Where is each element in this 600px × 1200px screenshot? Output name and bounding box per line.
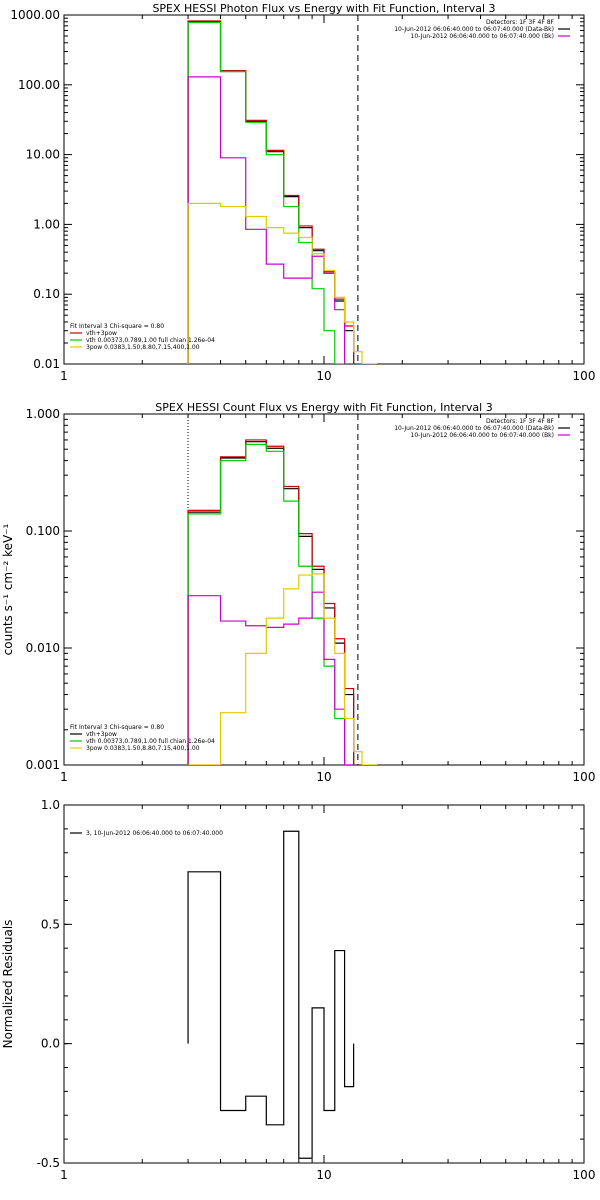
legend-left-label: vth+3pow	[86, 330, 117, 337]
series-line-1	[187, 21, 355, 364]
y-axis-label: counts s⁻¹ cm⁻² keV⁻¹	[1, 523, 15, 655]
series-line-2	[187, 439, 355, 765]
x-tick-label: 10	[316, 770, 331, 784]
legend-left-heading: Fit Interval 3 Chi-square = 0.80	[70, 724, 164, 731]
legend-right-label: 10-Jun-2012 06:06:40.000 to 06:07:40.000…	[411, 432, 554, 439]
y-tick-label: 1.0	[41, 798, 60, 812]
chart-title: SPEX HESSI Count Flux vs Energy with Fit…	[155, 401, 492, 414]
series-group	[187, 20, 378, 364]
series-line-2	[187, 20, 355, 364]
legend-right-label: 10-Jun-2012 06:06:40.000 to 06:07:40.000…	[394, 425, 554, 432]
series-line-5	[187, 202, 378, 364]
legend-left-label: vth 0.00373,0.789,1.00 full chian 1.26e-…	[86, 337, 215, 344]
legend-left-label: 3pow 0.0383,1.50,8.80,7.15,400,1.00	[86, 745, 200, 752]
y-tick-label: 1000.00	[10, 8, 60, 22]
series-group	[187, 830, 355, 1159]
legend-right-heading: Detectors: 1F 3F 4F 8F	[486, 418, 555, 425]
series-line-3	[187, 443, 354, 765]
x-tick-label: 1	[60, 1168, 68, 1182]
y-tick-label: 0.0	[41, 1037, 60, 1051]
series-line-1	[187, 830, 355, 1159]
legend-right-heading: Detectors: 1F 3F 4F 8F	[486, 19, 555, 26]
y-tick-label: 1.000	[26, 407, 60, 421]
y-tick-label: 0.100	[26, 524, 60, 538]
x-tick-label: 1	[60, 369, 68, 383]
y-tick-label: 0.010	[26, 641, 60, 655]
y-tick-label: 1.00	[33, 217, 60, 231]
y-tick-label: -0.5	[37, 1156, 60, 1170]
series-line-5	[188, 573, 378, 765]
y-tick-label: 0.10	[33, 287, 60, 301]
x-tick-label: 100	[573, 770, 596, 784]
y-tick-label: 0.001	[26, 758, 60, 772]
series-line-3	[187, 21, 354, 364]
y-tick-label: 10.00	[26, 148, 60, 162]
x-tick-label: 10	[316, 369, 331, 383]
legend-left-label: vth+3pow	[86, 731, 117, 738]
y-axis-label: Normalized Residuals	[1, 920, 15, 1049]
chart-2: SPEX HESSI Count Flux vs Energy with Fit…	[1, 401, 595, 784]
legend-left-label: 3, 10-Jun-2012 06:06:40.000 to 06:07:40.…	[86, 830, 223, 837]
series-line-4	[187, 76, 354, 364]
series-group	[187, 439, 378, 765]
chart-title: SPEX HESSI Photon Flux vs Energy with Fi…	[152, 2, 495, 15]
legend-left-label: vth 0.00373,0.789,1.00 full chian 1.26e-…	[86, 738, 215, 745]
legend-right-label: 10-Jun-2012 06:06:40.000 to 06:07:40.000…	[411, 33, 554, 40]
x-tick-label: 10	[316, 1168, 331, 1182]
y-tick-label: 0.01	[33, 357, 60, 371]
legend-right-label: 10-Jun-2012 06:06:40.000 to 06:07:40.000…	[394, 26, 554, 33]
x-tick-label: 100	[573, 1168, 596, 1182]
y-tick-label: 0.5	[41, 917, 60, 931]
x-tick-label: 100	[573, 369, 596, 383]
legend-left-heading: Fit Interval 3 Chi-square = 0.80	[70, 323, 164, 330]
series-line-4	[187, 591, 354, 765]
chart-3: Normalized Residuals 1 10 100 1.0 0.5 0.0 -0.5 3…	[1, 798, 595, 1182]
chart-1: SPEX HESSI Photon Flux vs Energy with Fi…	[10, 2, 595, 383]
legend-left-label: 3pow 0.0383,1.50,8.80,7.15,400,1.00	[86, 344, 200, 351]
x-tick-label: 1	[60, 770, 68, 784]
y-tick-label: 100.00	[18, 78, 60, 92]
